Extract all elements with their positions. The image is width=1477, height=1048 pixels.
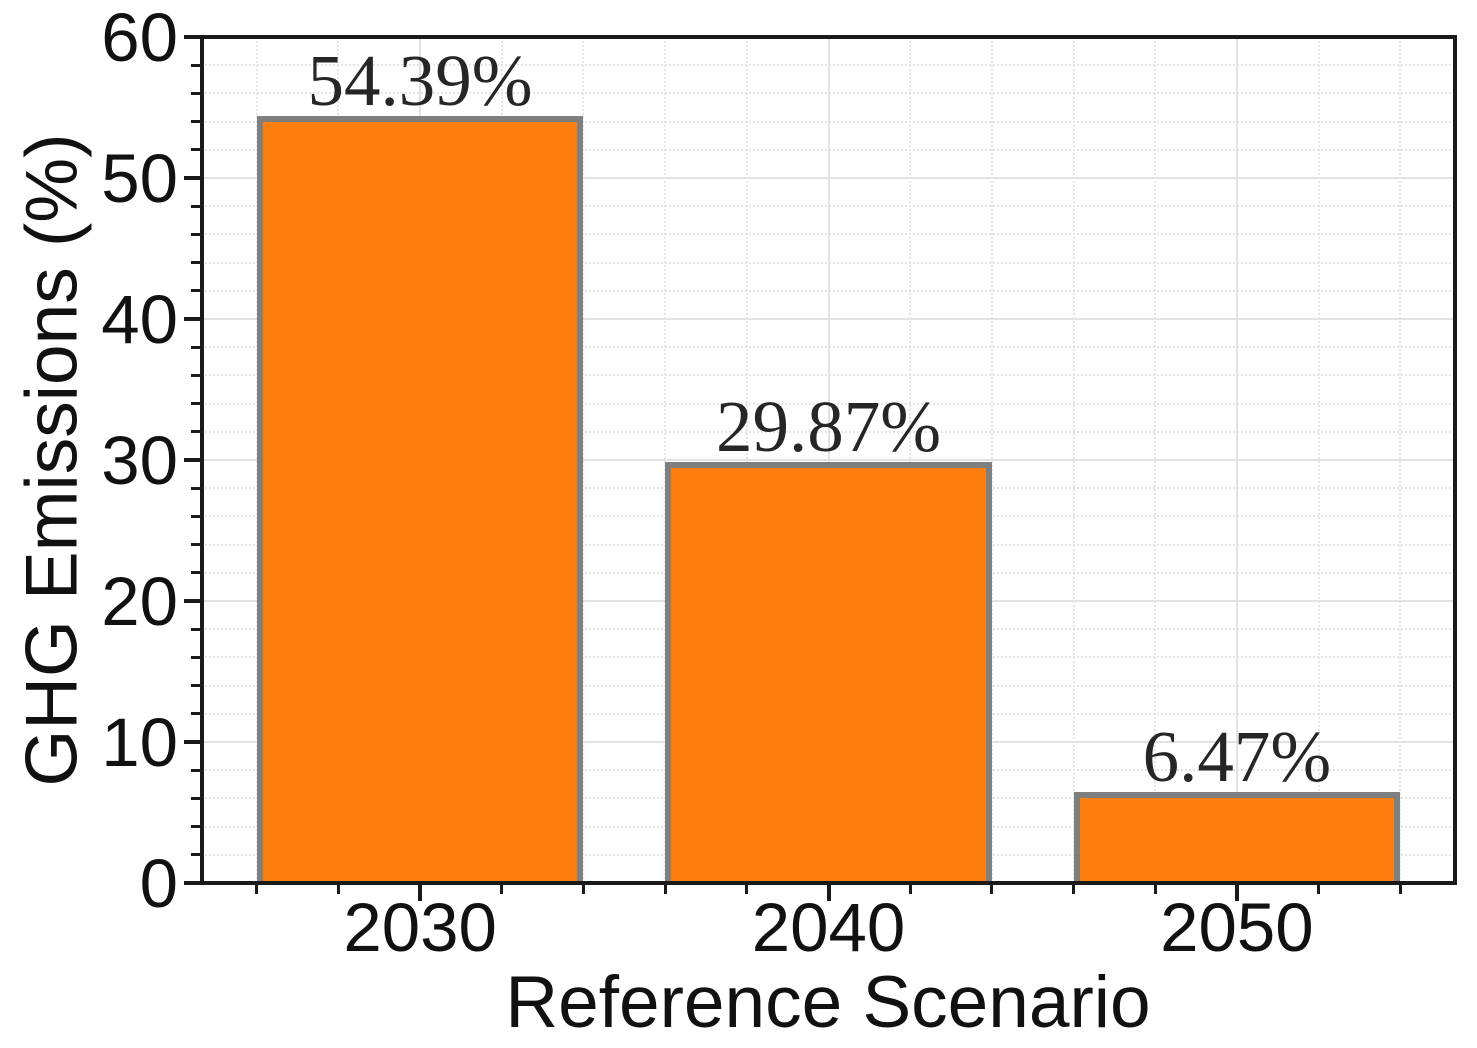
y-minor-tick [191, 261, 200, 265]
y-minor-tick [191, 543, 200, 547]
y-major-tick [184, 458, 200, 462]
y-minor-tick [191, 430, 200, 434]
grid-minor-v [990, 37, 993, 883]
grid-minor-v [1317, 37, 1320, 883]
y-minor-tick [191, 571, 200, 575]
x-minor-tick [1153, 885, 1157, 894]
y-tick-label: 0 [139, 845, 178, 922]
y-minor-tick [191, 148, 200, 152]
y-tick-label: 30 [101, 422, 178, 499]
x-minor-tick [663, 885, 667, 894]
y-tick-label: 40 [101, 281, 178, 358]
y-minor-tick [191, 853, 200, 857]
y-minor-tick [191, 514, 200, 518]
x-minor-tick [336, 885, 340, 894]
x-tick-label: 2030 [343, 889, 497, 966]
bar-2040 [665, 461, 992, 883]
grid-minor-v [1072, 37, 1075, 883]
y-minor-tick [191, 684, 200, 688]
grid-minor-v [909, 37, 912, 883]
bar-value-label: 54.39% [307, 40, 533, 122]
y-minor-tick [191, 91, 200, 95]
y-major-tick [184, 176, 200, 180]
x-minor-tick [990, 885, 994, 894]
grid-minor-v [582, 37, 585, 883]
y-minor-tick [191, 345, 200, 349]
x-minor-tick [1317, 885, 1321, 894]
grid-minor-v [1154, 37, 1157, 883]
x-minor-tick [255, 885, 259, 894]
y-tick-label: 10 [101, 704, 178, 781]
y-minor-tick [191, 712, 200, 716]
y-major-tick [184, 599, 200, 603]
x-minor-tick [581, 885, 585, 894]
x-axis-title: Reference Scenario [505, 962, 1151, 1043]
grid-minor-v [664, 37, 667, 883]
grid-minor-v [745, 37, 748, 883]
bar-value-label: 6.47% [1142, 715, 1332, 797]
y-minor-tick [191, 627, 200, 631]
y-tick-label: 50 [101, 140, 178, 217]
x-minor-tick [908, 885, 912, 894]
x-tick-label: 2050 [1160, 889, 1314, 966]
x-major-tick [418, 885, 423, 901]
y-tick-label: 60 [101, 0, 178, 76]
x-minor-tick [1398, 885, 1402, 894]
y-minor-tick [191, 373, 200, 377]
y-minor-tick [191, 232, 200, 236]
y-minor-tick [191, 486, 200, 490]
x-tick-label: 2040 [751, 889, 906, 966]
bar-2030 [256, 116, 584, 883]
y-minor-tick [191, 289, 200, 293]
grid-minor-v [1399, 37, 1402, 883]
y-major-tick [184, 740, 200, 744]
bar-2050 [1073, 791, 1401, 883]
x-minor-tick [745, 885, 749, 894]
y-major-tick [184, 881, 200, 885]
plot-area [200, 35, 1457, 885]
x-major-tick [1234, 885, 1239, 901]
y-minor-tick [191, 402, 200, 406]
y-minor-tick [191, 204, 200, 208]
y-minor-tick [191, 63, 200, 67]
bars-layer [202, 37, 1455, 883]
y-major-tick [184, 317, 200, 321]
grid-major-v [1235, 37, 1238, 883]
y-tick-label: 20 [101, 563, 178, 640]
grid-major-v [827, 37, 830, 883]
y-major-tick [184, 35, 200, 39]
x-minor-tick [500, 885, 504, 894]
bar-value-label: 29.87% [715, 385, 942, 467]
y-minor-tick [191, 825, 200, 829]
y-minor-tick [191, 120, 200, 124]
y-minor-tick [191, 655, 200, 659]
y-minor-tick [191, 796, 200, 800]
x-minor-tick [1072, 885, 1076, 894]
x-major-tick [826, 885, 831, 901]
y-minor-tick [191, 768, 200, 772]
